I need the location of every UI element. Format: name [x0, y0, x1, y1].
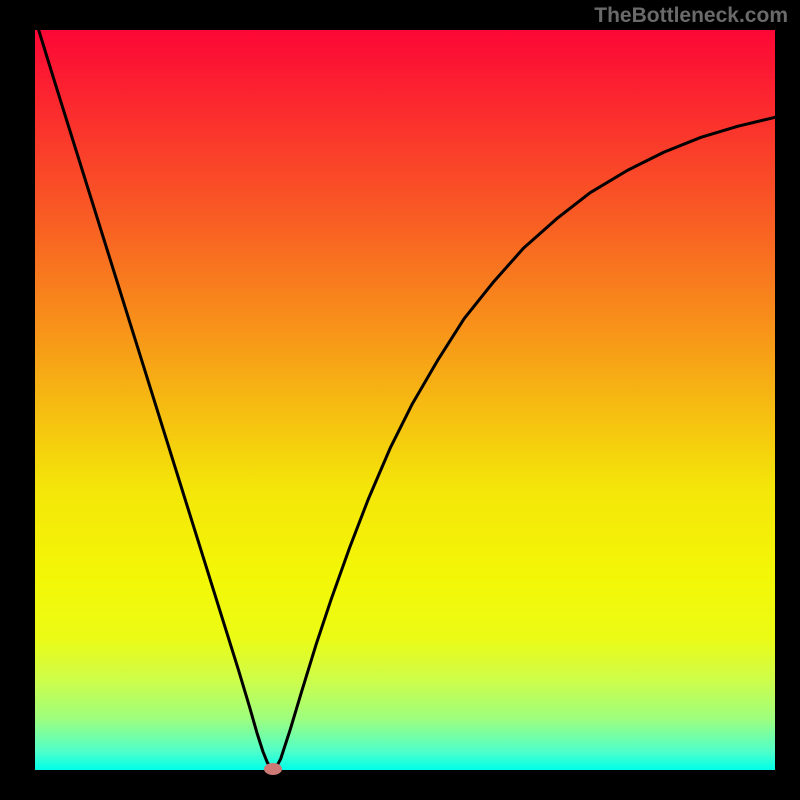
watermark-text: TheBottleneck.com — [594, 4, 788, 28]
chart-container: TheBottleneck.com — [0, 0, 800, 800]
plot-area — [35, 30, 775, 770]
minimum-marker — [264, 763, 282, 775]
bottleneck-curve — [35, 30, 775, 770]
